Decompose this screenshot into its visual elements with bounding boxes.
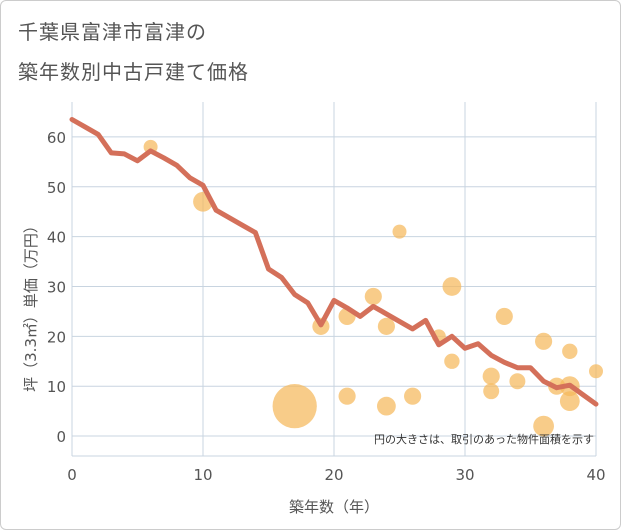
- chart-title-line1: 千葉県富津市富津の: [18, 20, 207, 44]
- scatter-point: [272, 384, 317, 429]
- scatter-point: [509, 373, 526, 390]
- grid-lines: [71, 102, 597, 457]
- x-tick-label: 40: [586, 466, 605, 484]
- scatter-point: [562, 343, 578, 359]
- scatter-point: [364, 287, 382, 306]
- scatter-point: [338, 387, 356, 405]
- axis-ticks: 0 10 20 30 40 50 60 0 10 20 30 40: [47, 129, 606, 484]
- x-tick-label: 10: [193, 466, 212, 484]
- y-tick-label: 10: [47, 378, 66, 396]
- scatter-point: [483, 383, 500, 400]
- y-tick-label: 20: [47, 328, 66, 346]
- y-tick-label: 50: [47, 179, 66, 197]
- scatter-point: [404, 387, 422, 405]
- x-tick-label: 30: [455, 466, 474, 484]
- scatter-point: [535, 332, 553, 350]
- x-tick-label: 20: [324, 466, 343, 484]
- scatter-point: [444, 353, 460, 369]
- x-axis-title: 築年数（年）: [289, 498, 379, 516]
- scatter-point: [442, 277, 462, 296]
- scatter-point: [377, 317, 395, 335]
- trend-line: [69, 117, 599, 407]
- bubble-size-note: 円の大きさは、取引のあった物件面積を示す: [374, 432, 594, 446]
- scatter-bubbles: [143, 139, 603, 437]
- scatter-point: [533, 415, 554, 437]
- y-axis-title: 坪（3.3㎡）単価（万円）: [22, 218, 40, 392]
- y-tick-label: 60: [47, 129, 66, 147]
- scatter-point: [392, 224, 407, 239]
- y-tick-label: 0: [56, 428, 66, 446]
- scatter-point: [377, 396, 396, 416]
- scatter-point: [482, 367, 500, 385]
- y-tick-label: 30: [47, 278, 66, 296]
- y-tick-label: 40: [47, 229, 66, 247]
- x-tick-label: 0: [67, 466, 77, 484]
- scatter-point: [495, 307, 513, 325]
- scatter-point: [589, 364, 603, 379]
- scatter-point: [559, 391, 580, 412]
- chart-title-line2: 築年数別中古戸建て価格: [18, 60, 249, 84]
